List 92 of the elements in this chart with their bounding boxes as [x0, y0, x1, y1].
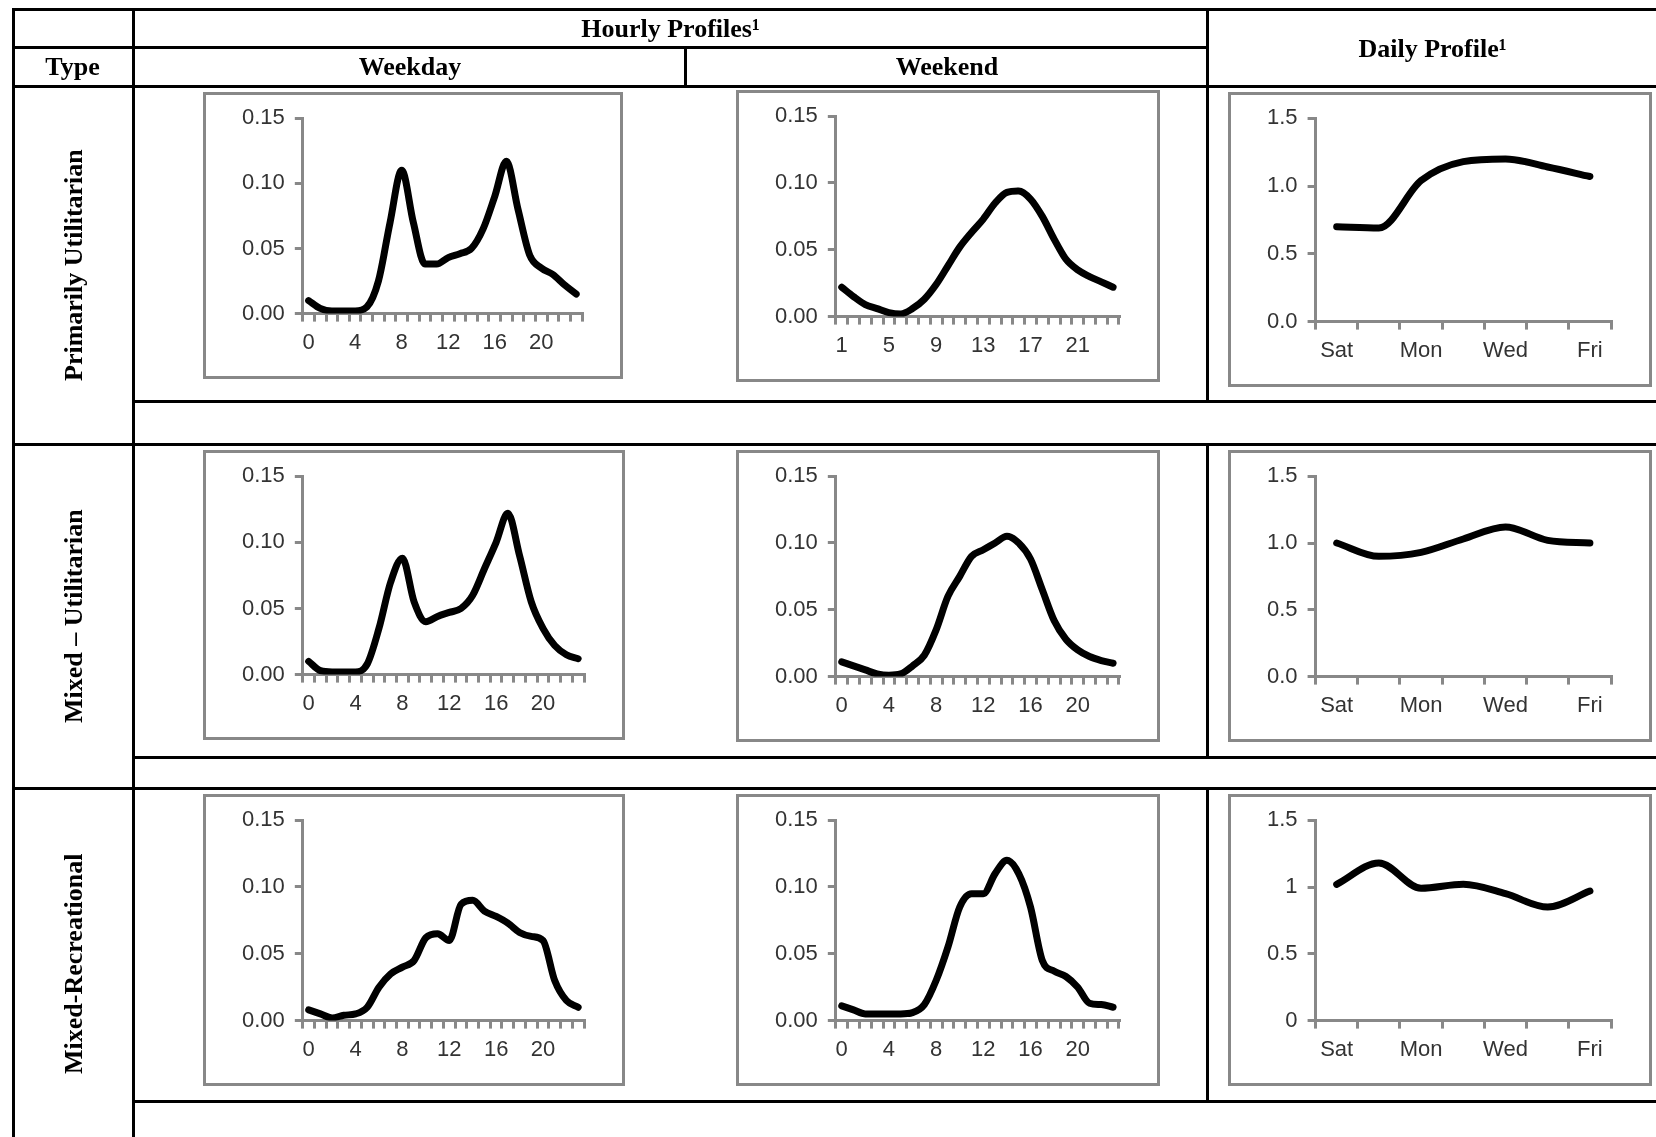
x-tick-label: 12 [437, 689, 462, 715]
x-tick-label: 5 [882, 331, 896, 357]
y-tick-label: 1.0 [1266, 172, 1298, 198]
x-tick-label: Mon [1399, 691, 1443, 717]
y-tick-label: 0.05 [241, 234, 285, 260]
x-tick-label: 4 [349, 689, 362, 715]
x-tick-label: 1 [835, 331, 848, 357]
y-tick-label: 0.15 [774, 102, 818, 128]
y-tick-label: 0.10 [241, 169, 285, 195]
y-tick-label: 0.15 [774, 462, 818, 488]
x-tick-label: 8 [929, 1035, 943, 1061]
x-tick-label: 8 [395, 328, 408, 354]
y-tick-label: 0.0 [1266, 307, 1298, 333]
x-tick-label: 13 [971, 331, 996, 357]
x-tick-label: Wed [1483, 336, 1528, 362]
x-tick-label: 12 [971, 691, 996, 717]
y-tick-label: 0.05 [774, 235, 818, 261]
x-tick-label: 16 [483, 689, 509, 715]
y-tick-label: 0.15 [241, 104, 285, 130]
x-tick-label: 17 [1018, 331, 1043, 357]
y-tick-label: 0.10 [241, 528, 285, 554]
x-tick-label: 8 [396, 1035, 409, 1061]
y-tick-label: 0.5 [1266, 595, 1298, 621]
x-tick-label: 16 [483, 1035, 509, 1061]
x-tick-label: Sat [1320, 1035, 1354, 1061]
x-tick-label: Sat [1320, 336, 1354, 362]
x-tick-label: 20 [1065, 691, 1090, 717]
text: Mixed – Utilitarian [57, 508, 89, 726]
x-tick-label: 20 [529, 328, 554, 354]
x-tick-label: 0 [302, 328, 315, 354]
y-tick-label: 1.5 [1266, 462, 1298, 488]
y-tick-label: 0.0 [1266, 662, 1298, 688]
x-tick-label: 16 [1018, 691, 1043, 717]
x-tick-label: 0 [302, 1035, 315, 1061]
y-tick-label: 0.15 [241, 462, 285, 488]
y-tick-label: 0.05 [241, 594, 285, 620]
x-tick-label: 4 [349, 328, 362, 354]
x-tick-label: 20 [530, 689, 556, 715]
y-tick-label: 0.10 [774, 529, 818, 555]
y-tick-label: 1 [1285, 873, 1298, 899]
y-tick-label: 0.15 [241, 806, 285, 832]
x-tick-label: 16 [1018, 1035, 1043, 1061]
y-tick-label: 0.00 [241, 660, 285, 686]
x-tick-label: 12 [435, 328, 461, 354]
y-tick-label: 0.00 [241, 1006, 285, 1032]
x-tick-label: 20 [1065, 1035, 1090, 1061]
y-tick-label: 1.5 [1266, 806, 1298, 832]
x-tick-label: 4 [882, 691, 896, 717]
x-tick-label: 8 [929, 691, 943, 717]
y-tick-label: 0.05 [774, 939, 818, 965]
x-tick-label: Fri [1577, 691, 1603, 717]
text: Weekday [357, 51, 463, 83]
x-tick-label: Wed [1483, 691, 1528, 717]
x-tick-label: 20 [530, 1035, 556, 1061]
x-tick-label: 9 [929, 331, 943, 357]
text: Type [44, 51, 101, 83]
x-tick-label: 0 [835, 691, 848, 717]
y-tick-label: 0.10 [774, 873, 818, 899]
y-tick-label: 0.00 [774, 662, 818, 688]
x-tick-label: 4 [882, 1035, 896, 1061]
y-tick-label: 0.00 [774, 1006, 818, 1032]
x-tick-label: 12 [971, 1035, 996, 1061]
x-tick-label: Fri [1577, 1035, 1603, 1061]
text: Mixed-Recreational [57, 852, 89, 1076]
x-tick-label: Wed [1483, 1035, 1528, 1061]
x-tick-label: Mon [1399, 336, 1443, 362]
y-tick-label: 1.5 [1266, 104, 1298, 130]
y-tick-label: 0.5 [1266, 939, 1298, 965]
x-tick-label: 0 [302, 689, 315, 715]
y-tick-label: 0.05 [241, 939, 285, 965]
x-tick-label: 21 [1065, 331, 1090, 357]
y-tick-label: 0.10 [774, 169, 818, 195]
y-tick-label: 0.00 [241, 299, 285, 325]
text: Hourly Profiles¹ [580, 13, 761, 45]
y-tick-label: 0.15 [774, 806, 818, 832]
x-tick-label: 4 [349, 1035, 362, 1061]
text: Daily Profile¹ [1357, 32, 1508, 65]
x-tick-label: Fri [1577, 336, 1603, 362]
y-tick-label: 0.10 [241, 873, 285, 899]
x-tick-label: Sat [1320, 691, 1354, 717]
y-tick-label: 0.5 [1266, 239, 1298, 265]
text: Primarily Utilitarian [57, 148, 89, 384]
x-tick-label: 16 [482, 328, 507, 354]
x-tick-label: 8 [396, 689, 409, 715]
y-tick-label: 0 [1285, 1006, 1298, 1032]
y-tick-label: 0.05 [774, 595, 818, 621]
x-tick-label: 12 [437, 1035, 462, 1061]
x-tick-label: 0 [835, 1035, 848, 1061]
y-tick-label: 1.0 [1266, 529, 1298, 555]
y-tick-label: 0.00 [774, 302, 818, 328]
text: Weekend [894, 51, 1000, 83]
x-tick-label: Mon [1399, 1035, 1443, 1061]
